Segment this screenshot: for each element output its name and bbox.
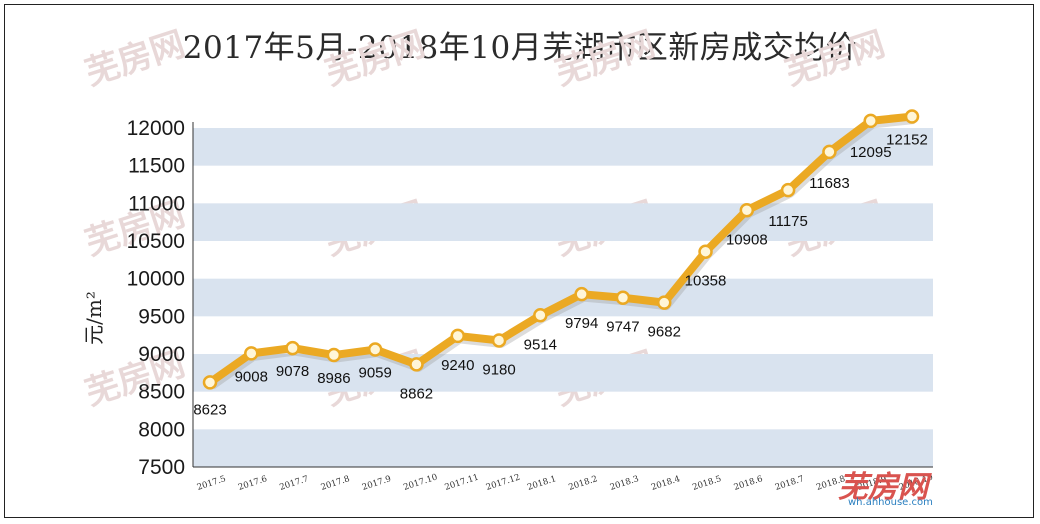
watermark-text: 芜房网 (780, 24, 889, 94)
y-tick-label: 8000 (138, 418, 185, 441)
data-point (326, 347, 342, 363)
data-label: 12095 (850, 144, 892, 161)
y-tick-label: 8500 (138, 381, 185, 404)
grid-band (193, 429, 933, 467)
y-axis-label: 元/m² (82, 291, 106, 345)
data-point (244, 346, 259, 361)
grid-band (193, 354, 933, 392)
y-tick-label: 12000 (127, 117, 185, 140)
chart-title: 2017年5月-2018年10月芜湖市区新房成交均价 (182, 30, 858, 66)
data-labels: 8623 9008 9078 8986 9059 8862 9240 9180 9514 9794… (193, 132, 928, 419)
data-point (739, 203, 755, 218)
data-label: 10358 (685, 273, 727, 290)
watermark-text: 芜房网 (80, 24, 189, 94)
data-point (615, 290, 631, 305)
data-label: 11683 (809, 175, 850, 192)
data-label: 10908 (726, 231, 768, 248)
data-point (698, 244, 713, 259)
x-tick-label: 2017.6 (237, 474, 268, 493)
data-label: 8623 (193, 401, 226, 418)
x-tick-label: 2017.8 (320, 474, 351, 493)
x-tick-label: 2018.3 (609, 474, 640, 493)
y-tick-label: 11500 (128, 155, 185, 178)
data-label: 9794 (565, 315, 598, 332)
data-point (202, 375, 218, 390)
x-tick-label: 2018.7 (774, 474, 805, 493)
x-tick-label: 2017.7 (278, 474, 309, 493)
y-tick-label: 9500 (138, 305, 185, 328)
data-point (822, 144, 837, 160)
y-tick-label: 10500 (127, 230, 185, 253)
data-label: 8986 (317, 370, 350, 387)
x-tick-label: 2018.1 (526, 474, 557, 493)
data-label: 9514 (524, 336, 557, 353)
x-tick-label: 2018.2 (567, 474, 598, 493)
data-label: 9078 (276, 363, 309, 380)
watermark-text: 芜房网 (320, 24, 429, 94)
data-point (450, 328, 466, 344)
y-tick-label: 10000 (127, 268, 185, 291)
data-point (904, 109, 920, 124)
data-point (574, 286, 589, 302)
data-point (367, 342, 383, 357)
y-tick-label: 9000 (138, 343, 185, 366)
x-tick-label: 2017.10 (402, 472, 439, 492)
y-tick-labels: 7500 8000 8500 9000 9500 10000 10500 11000 11500… (127, 117, 185, 479)
brand-url: wh.ahhouse.com (848, 497, 933, 508)
grid-band (193, 278, 933, 317)
data-point (491, 333, 507, 348)
x-tick-label: 2018.6 (733, 474, 764, 493)
data-label: 9180 (482, 361, 515, 378)
data-label: 9747 (606, 319, 639, 336)
data-label: 11175 (768, 213, 808, 230)
x-tick-label: 2017.11 (444, 472, 481, 492)
watermark-text: 芜房网 (550, 24, 659, 94)
data-point (656, 295, 672, 310)
x-tick-label: 2018.4 (650, 474, 681, 493)
axes (192, 122, 933, 468)
grid-bands (193, 128, 933, 467)
data-label: 9008 (235, 368, 268, 385)
y-tick-label: 11000 (128, 192, 185, 215)
data-point (533, 308, 548, 323)
x-tick-label: 2018.5 (691, 474, 722, 493)
data-label: 8862 (400, 385, 433, 402)
grid-band (193, 203, 933, 241)
data-points (202, 109, 920, 390)
data-point (863, 113, 878, 129)
data-label: 9240 (441, 357, 474, 374)
data-point (409, 357, 424, 372)
data-point (285, 340, 300, 356)
data-label: 9059 (358, 365, 391, 382)
data-label: 12152 (886, 132, 928, 149)
x-tick-label: 2017.5 (196, 474, 227, 493)
grid-band (193, 128, 933, 166)
x-tick-label: 2017.12 (485, 472, 522, 492)
x-tick-label: 2017.9 (361, 474, 392, 493)
x-tick-labels: 2017.5 2017.6 2017.7 2017.8 2017.9 2017.10 201… (196, 472, 935, 492)
y-tick-label: 7500 (138, 456, 185, 479)
data-point (780, 182, 796, 198)
brand-logo: 芜房网 (838, 470, 928, 505)
data-label: 9682 (648, 324, 681, 341)
